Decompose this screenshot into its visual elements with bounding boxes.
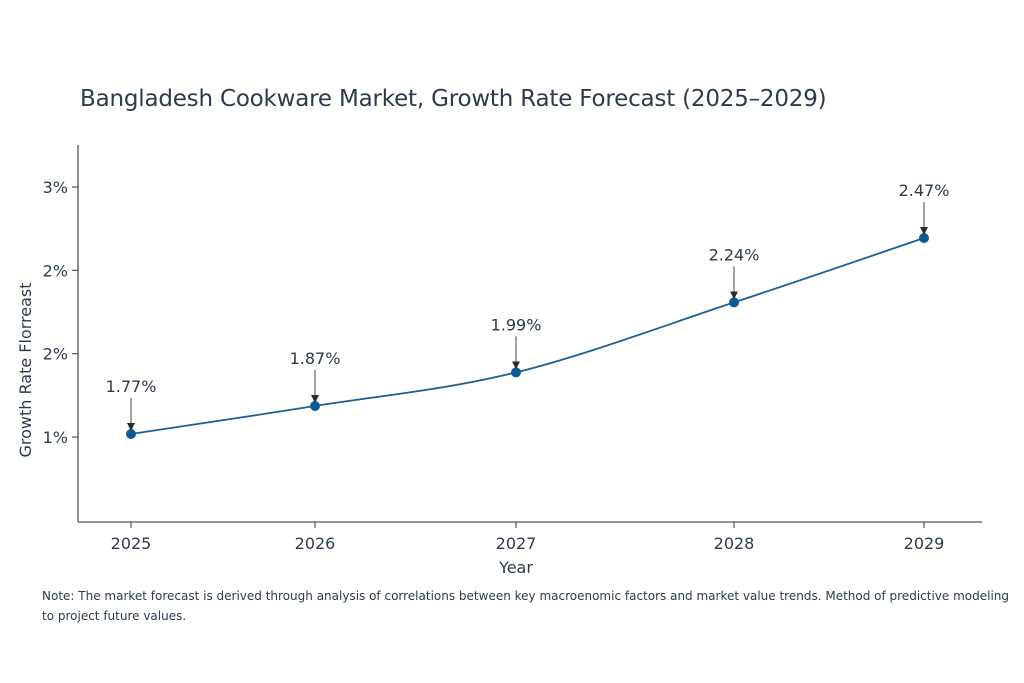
y-tick-label: 2% bbox=[43, 261, 68, 280]
x-tick-label: 2025 bbox=[111, 534, 152, 553]
data-label: 2.47% bbox=[899, 181, 950, 200]
data-point bbox=[511, 367, 521, 378]
y-tick-label: 3% bbox=[43, 178, 68, 197]
y-tick-label: 1% bbox=[43, 428, 68, 447]
data-point bbox=[919, 233, 929, 243]
y-axis-title: Growth Rate Florreast bbox=[16, 283, 35, 458]
data-label: 1.99% bbox=[491, 315, 542, 334]
data-point bbox=[729, 297, 739, 308]
chart-title: Bangladesh Cookware Market, Growth Rate … bbox=[80, 86, 827, 112]
x-tick-label: 2026 bbox=[295, 534, 336, 553]
axes bbox=[77, 145, 982, 523]
chart-note: Note: The market forecast is derived thr… bbox=[42, 589, 1010, 623]
data-label: 2.24% bbox=[709, 245, 760, 264]
series-line bbox=[130, 237, 925, 435]
y-tick-label: 2% bbox=[43, 345, 68, 364]
data-label: 1.77% bbox=[106, 377, 157, 396]
x-tick-label: 2029 bbox=[904, 534, 945, 553]
x-tick-label: 2027 bbox=[496, 534, 537, 553]
series-group bbox=[126, 233, 929, 439]
data-point bbox=[126, 429, 136, 439]
y-ticks: 3% 2% 2% 1% bbox=[43, 178, 78, 447]
annotations: 1.77% 1.87% 1.99% 2.24% 2.47% bbox=[106, 181, 950, 431]
x-axis-title: Year bbox=[498, 558, 533, 577]
data-point bbox=[310, 401, 320, 411]
x-tick-label: 2028 bbox=[714, 534, 755, 553]
data-label: 1.87% bbox=[290, 349, 341, 368]
x-ticks: 2025 2026 2027 2028 2029 bbox=[111, 522, 945, 553]
